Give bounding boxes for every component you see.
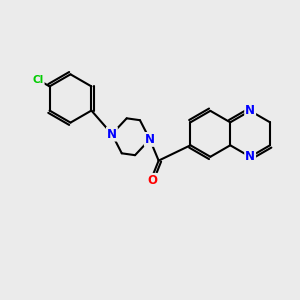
Text: O: O bbox=[147, 174, 157, 187]
Text: N: N bbox=[107, 128, 117, 141]
Text: N: N bbox=[245, 104, 255, 117]
Text: Cl: Cl bbox=[32, 75, 44, 85]
Text: N: N bbox=[245, 150, 255, 163]
Text: N: N bbox=[145, 133, 155, 146]
